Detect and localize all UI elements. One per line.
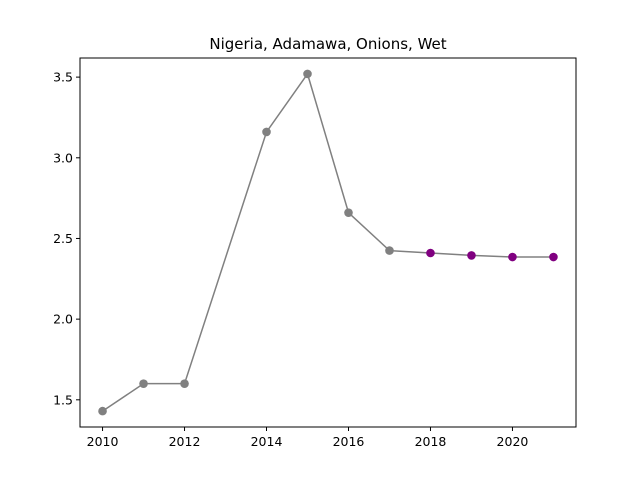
x-tick-label: 2020	[497, 434, 529, 449]
data-point	[180, 379, 189, 388]
x-tick-label: 2010	[87, 434, 119, 449]
y-tick-label: 3.5	[53, 70, 73, 85]
data-point	[262, 127, 271, 137]
x-tick-label: 2014	[251, 434, 283, 449]
y-axis: 1.5 2.0 2.5 3.0 3.5	[53, 70, 80, 407]
projected-point	[467, 251, 476, 260]
series-line	[102, 73, 554, 412]
y-tick-label: 1.5	[53, 392, 73, 407]
y-tick-label: 3.0	[53, 150, 73, 165]
chart-title: Nigeria, Adamawa, Onions, Wet	[209, 35, 446, 53]
x-axis: 2010 2012 2014 2016 2018 2020	[87, 427, 529, 449]
projected-point	[426, 248, 435, 258]
data-point	[385, 246, 394, 255]
data-point	[98, 406, 107, 416]
x-tick-label: 2012	[169, 434, 201, 449]
data-point	[139, 379, 148, 388]
projected-point	[549, 252, 558, 262]
axes-frame	[79, 57, 577, 428]
y-tick-label: 2.5	[53, 231, 73, 246]
data-point	[344, 208, 353, 217]
x-tick-label: 2018	[415, 434, 447, 449]
projected-point	[508, 252, 517, 262]
x-tick-label: 2016	[333, 434, 365, 449]
data-point	[303, 69, 312, 79]
y-tick-label: 2.0	[53, 312, 73, 327]
plot-area	[98, 69, 558, 416]
